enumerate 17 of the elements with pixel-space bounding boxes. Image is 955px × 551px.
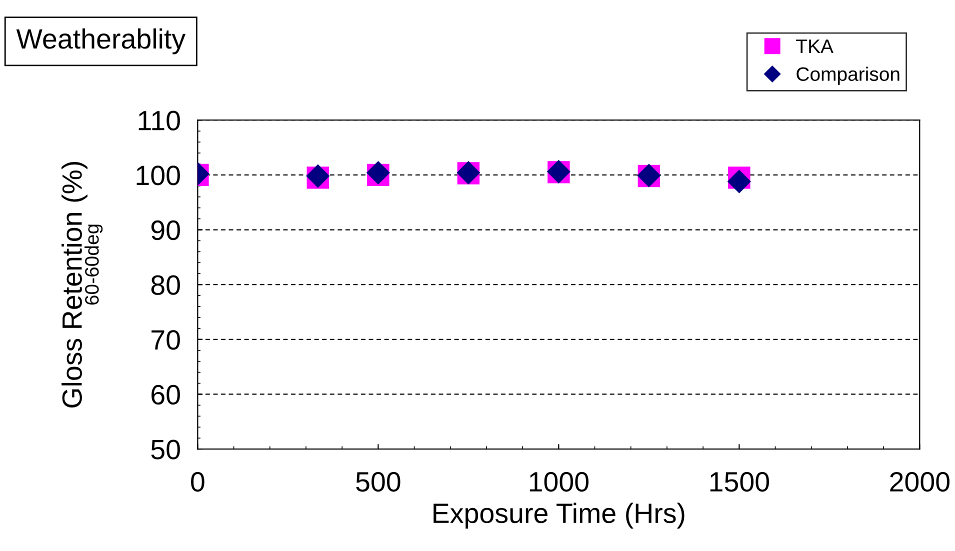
y-tick-label: 110	[138, 110, 180, 130]
point	[728, 170, 751, 194]
x-tick-label: 2000	[890, 472, 950, 492]
y-tick-label: 100	[136, 166, 180, 186]
y-tick-label: 80	[151, 275, 180, 295]
x-tick-label: 500	[356, 472, 400, 492]
y-tick-label: 90	[151, 220, 180, 240]
x-axis-title: Exposure Time (Hrs)	[434, 502, 684, 529]
y-tick-label: 60	[152, 384, 180, 405]
y-tick-label: 70	[152, 330, 180, 350]
x-tick-label: 1000	[530, 472, 588, 492]
legend-label: TKA	[796, 40, 834, 53]
y-tick-label: 50	[151, 440, 180, 460]
legend-label: Comparison	[796, 66, 900, 85]
chart-title: Weatherablity	[16, 28, 186, 54]
x-tick-label: 1500	[710, 472, 769, 492]
x-tick-label: 0	[191, 472, 204, 492]
